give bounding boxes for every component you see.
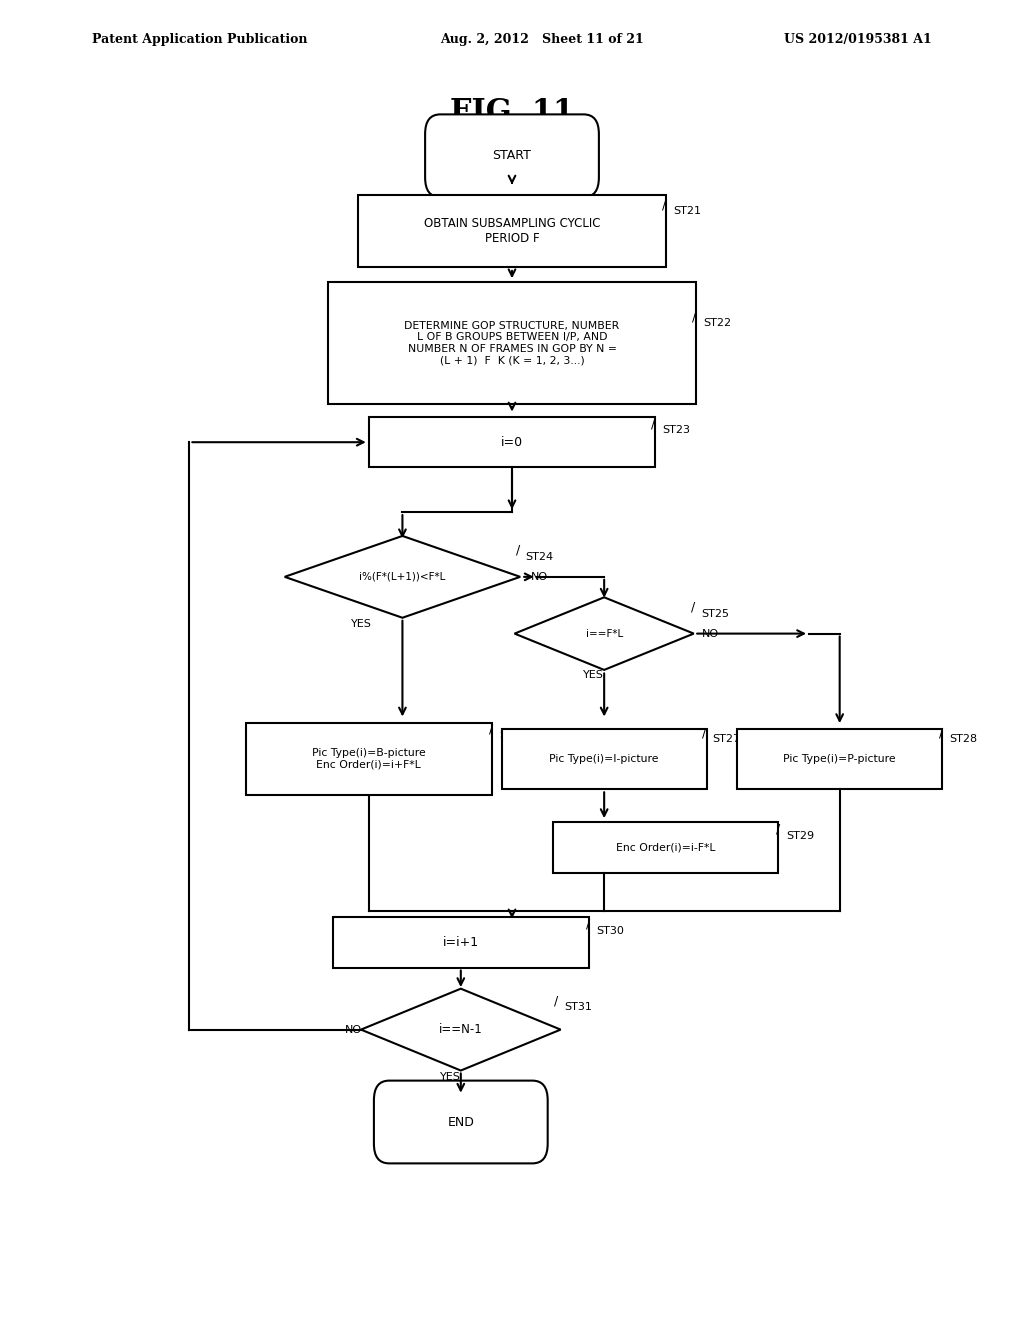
Text: NO: NO (701, 628, 719, 639)
Text: Pic Type(i)=I-picture: Pic Type(i)=I-picture (550, 754, 658, 764)
FancyBboxPatch shape (246, 723, 492, 795)
Text: ST25: ST25 (701, 609, 729, 619)
Text: i%(F*(L+1))<F*L: i%(F*(L+1))<F*L (359, 572, 445, 582)
Text: YES: YES (351, 619, 372, 630)
Text: ST27: ST27 (713, 734, 740, 744)
Text: /: / (489, 722, 494, 735)
Polygon shape (285, 536, 520, 618)
Text: YES: YES (440, 1072, 461, 1082)
Text: /: / (692, 310, 696, 323)
FancyBboxPatch shape (369, 417, 655, 467)
Text: /: / (776, 822, 780, 836)
FancyBboxPatch shape (425, 115, 599, 197)
Text: /: / (516, 544, 520, 557)
Text: END: END (447, 1115, 474, 1129)
Text: i=0: i=0 (501, 436, 523, 449)
Text: OBTAIN SUBSAMPLING CYCLIC
PERIOD F: OBTAIN SUBSAMPLING CYCLIC PERIOD F (424, 216, 600, 246)
FancyBboxPatch shape (328, 282, 696, 404)
Text: US 2012/0195381 A1: US 2012/0195381 A1 (784, 33, 932, 46)
Text: ST30: ST30 (596, 925, 624, 936)
Text: ST26: ST26 (500, 730, 527, 741)
Text: ST22: ST22 (703, 318, 731, 329)
Text: ST31: ST31 (564, 1002, 592, 1012)
FancyBboxPatch shape (502, 729, 707, 789)
Text: /: / (554, 994, 558, 1007)
FancyBboxPatch shape (333, 917, 589, 968)
Text: Enc Order(i)=i-F*L: Enc Order(i)=i-F*L (615, 842, 716, 853)
Text: Pic Type(i)=B-picture
Enc Order(i)=i+F*L: Pic Type(i)=B-picture Enc Order(i)=i+F*L (311, 748, 426, 770)
FancyBboxPatch shape (737, 729, 942, 789)
Text: DETERMINE GOP STRUCTURE, NUMBER
L OF B GROUPS BETWEEN I/P, AND
NUMBER N OF FRAME: DETERMINE GOP STRUCTURE, NUMBER L OF B G… (404, 321, 620, 366)
Text: Aug. 2, 2012   Sheet 11 of 21: Aug. 2, 2012 Sheet 11 of 21 (440, 33, 644, 46)
FancyBboxPatch shape (553, 822, 778, 873)
Text: FIG. 11: FIG. 11 (450, 96, 574, 128)
FancyBboxPatch shape (374, 1081, 548, 1163)
Text: /: / (662, 198, 666, 211)
Text: i=i+1: i=i+1 (442, 936, 479, 949)
Text: ST21: ST21 (673, 206, 700, 216)
Text: ST29: ST29 (786, 830, 814, 841)
Text: ST24: ST24 (525, 552, 553, 562)
Text: Patent Application Publication: Patent Application Publication (92, 33, 307, 46)
Text: NO: NO (530, 572, 548, 582)
Text: /: / (586, 917, 590, 931)
Polygon shape (514, 597, 694, 671)
Text: ST23: ST23 (663, 425, 690, 436)
Text: i==N-1: i==N-1 (439, 1023, 482, 1036)
Text: YES: YES (584, 669, 604, 680)
Text: NO: NO (345, 1024, 362, 1035)
Text: ST28: ST28 (949, 734, 977, 744)
Text: /: / (939, 726, 943, 739)
Text: START: START (493, 149, 531, 162)
Polygon shape (361, 989, 561, 1071)
Text: /: / (702, 726, 707, 739)
Text: i==F*L: i==F*L (586, 628, 623, 639)
FancyBboxPatch shape (358, 195, 666, 267)
Text: /: / (691, 601, 695, 614)
Text: Pic Type(i)=P-picture: Pic Type(i)=P-picture (783, 754, 896, 764)
Text: /: / (651, 417, 655, 430)
